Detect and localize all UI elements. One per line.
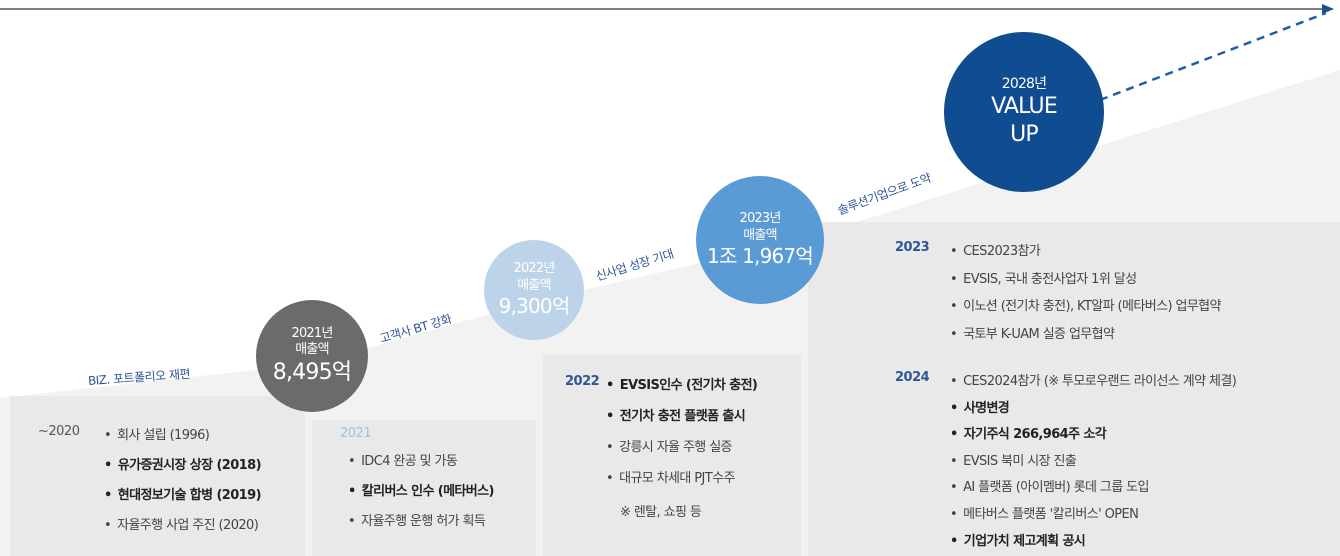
section-item: EVSIS 북미 시장 진출 [950, 450, 1077, 469]
section-year: 2023 [895, 240, 930, 255]
section-item: 회사 설립 (1996) [104, 424, 210, 443]
milestone-label: 매출액 [295, 342, 329, 358]
section-item: IDC4 완공 및 가동 [348, 450, 458, 469]
section-item: 자율주행 운행 허가 획득 [348, 510, 486, 529]
milestone: 2021년 매출액 8,495억 [256, 300, 368, 412]
section-item: 자율주행 사업 주진 (2020) [104, 514, 259, 533]
section-item: 유가증권시장 상장 (2018) [104, 454, 262, 473]
milestone-year: 2021년 [291, 326, 333, 341]
section-item: 사명변경 [950, 397, 1010, 416]
milestone-value: 9,300억 [498, 293, 571, 318]
section-item: 대규모 차세대 PJT수주 [606, 467, 735, 486]
section-year: ~2020 [38, 424, 80, 439]
milestone-year: 2022년 [513, 261, 555, 277]
milestone: 2028년 VALUE UP [944, 32, 1104, 192]
section-year: 2024 [895, 370, 930, 385]
section-year: 2022 [565, 374, 600, 389]
section-item: 강릉시 자율 주행 실증 [606, 436, 732, 455]
section-item: EVSIS인수 (전기차 충전) [606, 374, 758, 393]
milestone-year: 2028년 [1001, 75, 1047, 92]
milestone-year: 2023년 [739, 211, 781, 227]
milestone-value: UP [1010, 121, 1039, 147]
section-item: CES2023참가 [950, 240, 1041, 259]
section-item: 칼리버스 인수 (메타버스) [348, 480, 495, 499]
section-item: 전기차 충전 플랫폼 출시 [606, 405, 746, 424]
section-item: 기업가치 제고계획 공시 [950, 530, 1086, 549]
milestone-label: 매출액 [517, 277, 551, 293]
section-item: EVSIS, 국내 충전사업자 1위 달성 [950, 268, 1137, 287]
section-item: CES2024참가 (※ 투모로우랜드 라이선스 계약 체결) [950, 370, 1237, 389]
section-item: AI 플랫폼 (아이멤버) 롯데 그룹 도입 [950, 476, 1149, 495]
milestone-label: 매출액 [743, 227, 777, 243]
section-item: 국토부 K-UAM 실증 업무협약 [950, 323, 1115, 342]
milestone-value: 8,495억 [272, 359, 352, 385]
section-item: 현대정보기술 합병 (2019) [104, 484, 262, 503]
milestone-label: VALUE [991, 94, 1058, 120]
milestone-value: 1조 1,967억 [707, 243, 814, 268]
section-year: 2021 [340, 426, 372, 441]
milestone: 2023년 매출액 1조 1,967억 [696, 176, 824, 304]
section-item: 이노션 (전기차 충전), KT알파 (메타버스) 업무협약 [950, 295, 1221, 314]
arrow-head [1322, 4, 1334, 14]
section-item: 자기주식 266,964주 소각 [950, 423, 1107, 442]
milestone: 2022년 매출액 9,300억 [484, 240, 584, 340]
dashed-arrow [1099, 11, 1327, 102]
section-item: 메타버스 플랫폼 '칼리버스' OPEN [950, 503, 1139, 522]
section-note: ※ 렌탈, 쇼핑 등 [620, 505, 702, 520]
